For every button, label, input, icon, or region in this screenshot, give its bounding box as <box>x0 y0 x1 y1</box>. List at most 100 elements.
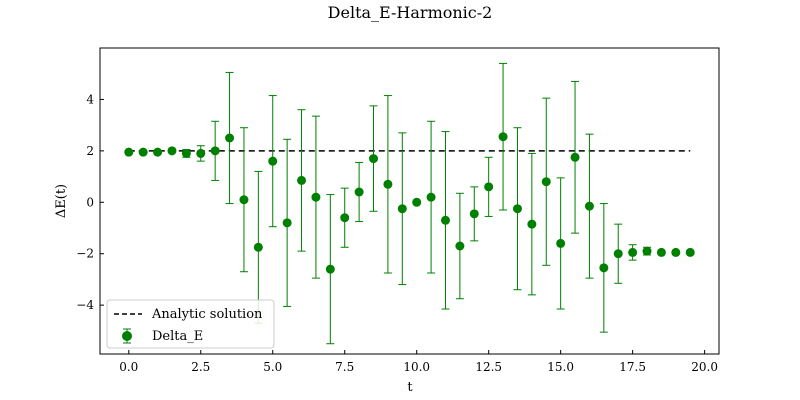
data-marker <box>383 179 393 189</box>
legend-delta-label: Delta_E <box>152 329 203 344</box>
data-marker <box>253 242 263 252</box>
data-point <box>153 147 163 157</box>
y-axis-label: ΔE(t) <box>54 184 69 218</box>
data-marker <box>440 215 450 225</box>
data-marker <box>311 192 321 202</box>
legend-analytic-label: Analytic solution <box>151 307 263 322</box>
data-marker <box>354 187 364 197</box>
data-point <box>455 192 465 300</box>
y-ticks: −4 −2 0 2 4 <box>76 92 104 312</box>
data-point <box>311 115 321 279</box>
data-marker <box>397 204 407 214</box>
data-point <box>397 132 407 286</box>
data-marker <box>340 213 350 223</box>
data-marker <box>153 147 163 157</box>
data-point <box>239 127 249 273</box>
y-tick-label: −2 <box>76 247 94 261</box>
x-axis-label: t <box>407 380 413 395</box>
data-marker <box>599 263 609 273</box>
data-point <box>340 187 350 248</box>
x-tick-label: 10.0 <box>403 360 430 374</box>
data-marker <box>196 148 206 158</box>
data-marker <box>685 247 695 257</box>
y-tick-label: −4 <box>76 298 94 312</box>
chart-title: Delta_E-Harmonic-2 <box>328 3 493 22</box>
data-marker <box>469 209 479 219</box>
data-marker <box>268 156 278 166</box>
data-point <box>484 156 494 217</box>
data-point <box>369 105 379 212</box>
data-point <box>498 62 508 211</box>
data-marker <box>570 152 580 162</box>
data-marker <box>181 148 191 158</box>
data-marker <box>225 133 235 143</box>
x-tick-label: 15.0 <box>547 360 574 374</box>
data-point <box>412 197 422 207</box>
legend: Analytic solution Delta_E <box>106 299 275 349</box>
data-marker <box>541 177 551 187</box>
data-point <box>225 71 235 205</box>
legend-box <box>106 299 275 349</box>
data-marker <box>282 218 292 228</box>
x-tick-label: 7.5 <box>335 360 354 374</box>
data-marker <box>455 241 465 251</box>
data-marker <box>656 247 666 257</box>
data-marker <box>325 264 335 274</box>
data-marker <box>167 146 177 156</box>
data-marker <box>412 197 422 207</box>
data-point <box>556 177 566 310</box>
data-marker <box>138 147 148 157</box>
x-tick-label: 17.5 <box>619 360 646 374</box>
errorbar-layer <box>124 62 695 345</box>
x-tick-label: 5.0 <box>263 360 282 374</box>
data-point <box>440 131 450 310</box>
data-point <box>599 203 609 333</box>
x-tick-label: 0.0 <box>119 360 138 374</box>
data-point <box>584 133 594 279</box>
data-marker <box>671 247 681 257</box>
data-marker <box>556 238 566 248</box>
data-point <box>124 147 134 157</box>
data-marker <box>642 246 652 256</box>
data-marker <box>498 132 508 142</box>
x-ticks: 0.0 2.5 5.0 7.5 10.0 12.5 15.0 17.5 20.0 <box>119 350 718 374</box>
data-point <box>325 194 335 345</box>
legend-delta-marker <box>122 331 132 341</box>
data-point <box>138 147 148 157</box>
data-point <box>642 246 652 256</box>
data-marker <box>297 175 307 185</box>
data-marker <box>484 182 494 192</box>
data-point <box>181 148 191 158</box>
x-tick-label: 12.5 <box>475 360 502 374</box>
data-point <box>426 120 436 274</box>
data-marker <box>613 249 623 259</box>
data-point <box>268 95 278 228</box>
data-marker <box>512 204 522 214</box>
data-point <box>196 145 206 162</box>
data-marker <box>426 192 436 202</box>
data-point <box>671 247 681 257</box>
data-marker <box>124 147 134 157</box>
data-point <box>685 247 695 257</box>
data-point <box>527 152 537 296</box>
data-point <box>354 161 364 223</box>
y-tick-label: 4 <box>86 92 94 106</box>
data-point <box>656 247 666 257</box>
data-point <box>167 146 177 156</box>
data-point <box>297 109 307 252</box>
data-point <box>613 223 623 284</box>
data-marker <box>584 201 594 211</box>
y-tick-label: 2 <box>86 144 94 158</box>
data-point <box>512 127 522 291</box>
data-point <box>282 138 292 307</box>
data-marker <box>527 219 537 229</box>
data-point <box>541 97 551 266</box>
data-marker <box>628 247 638 257</box>
data-marker <box>239 195 249 205</box>
x-tick-label: 20.0 <box>691 360 718 374</box>
data-point <box>469 186 479 242</box>
data-point <box>570 80 580 234</box>
data-marker <box>210 146 220 156</box>
y-tick-label: 0 <box>86 195 94 209</box>
